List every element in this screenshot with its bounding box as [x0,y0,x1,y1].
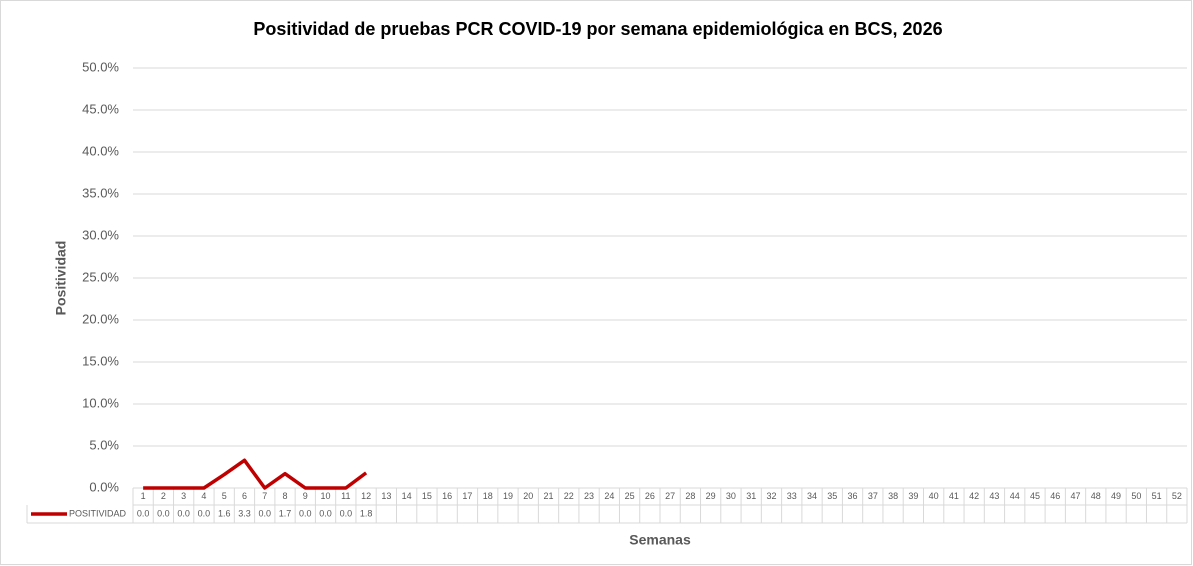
x-tick-label: 8 [283,491,288,501]
x-tick-label: 50 [1131,491,1141,501]
x-tick-label: 14 [402,491,412,501]
y-tick-label: 20.0% [82,311,119,326]
x-tick-label: 11 [341,491,350,501]
x-tick-label: 4 [201,491,206,501]
x-tick-label: 19 [503,491,513,501]
data-table-value: 1.7 [279,508,292,518]
data-table-value: 0.0 [340,508,353,518]
x-tick-label: 35 [827,491,837,501]
x-tick-label: 22 [564,491,574,501]
data-table-value: 0.0 [198,508,211,518]
x-tick-label: 6 [242,491,247,501]
x-axis-label: Semanas [629,532,691,548]
x-tick-label: 7 [262,491,267,501]
data-table-value: 0.0 [299,508,312,518]
x-tick-label: 33 [787,491,797,501]
x-tick-label: 37 [868,491,878,501]
x-tick-label: 38 [888,491,898,501]
x-tick-label: 44 [1010,491,1020,501]
x-tick-label: 43 [989,491,999,501]
x-tick-label: 18 [483,491,493,501]
data-table-value: 1.6 [218,508,231,518]
y-tick-label: 10.0% [82,395,119,410]
x-tick-label: 41 [949,491,959,501]
x-tick-label: 39 [908,491,918,501]
x-tick-label: 25 [625,491,635,501]
y-tick-label: 0.0% [89,479,119,494]
data-table-value: 0.0 [177,508,190,518]
y-tick-label: 5.0% [89,437,119,452]
x-tick-label: 30 [726,491,736,501]
x-tick-label: 21 [544,491,554,501]
x-tick-label: 28 [685,491,695,501]
x-tick-label: 24 [604,491,614,501]
y-tick-label: 30.0% [82,227,119,242]
x-tick-label: 48 [1091,491,1101,501]
data-table-value: 0.0 [319,508,332,518]
x-tick-label: 29 [706,491,716,501]
y-axis-label: Positividad [53,241,69,316]
data-table-value: 3.3 [238,508,251,518]
x-tick-label: 51 [1152,491,1162,501]
x-tick-label: 2 [161,491,166,501]
chart-title: Positividad de pruebas PCR COVID-19 por … [253,19,942,39]
x-tick-label: 13 [381,491,391,501]
x-tick-label: 1 [141,491,146,501]
x-tick-label: 27 [665,491,675,501]
x-tick-label: 17 [462,491,472,501]
y-tick-label: 40.0% [82,143,119,158]
x-tick-label: 47 [1071,491,1081,501]
series-line [143,458,368,490]
data-table-value: 0.0 [137,508,150,518]
y-tick-label: 50.0% [82,59,119,74]
data-table-value: 1.8 [360,508,373,518]
x-tick-label: 31 [746,491,756,501]
x-tick-label: 10 [321,491,331,501]
x-tick-label: 20 [523,491,533,501]
x-tick-label: 3 [181,491,186,501]
x-tick-label: 32 [766,491,776,501]
x-tick-label: 34 [807,491,817,501]
x-tick-label: 49 [1111,491,1121,501]
x-tick-label: 15 [422,491,432,501]
y-tick-label: 25.0% [82,269,119,284]
x-tick-label: 16 [442,491,452,501]
x-tick-label: 36 [848,491,858,501]
x-tick-label: 40 [929,491,939,501]
x-tick-label: 12 [361,491,371,501]
legend-label: POSITIVIDAD [69,508,127,518]
y-tick-label: 35.0% [82,185,119,200]
y-tick-label: 45.0% [82,101,119,116]
x-tick-label: 26 [645,491,655,501]
y-tick-label: 15.0% [82,353,119,368]
x-tick-label: 9 [303,491,308,501]
x-tick-label: 42 [969,491,979,501]
x-tick-label: 5 [222,491,227,501]
x-tick-label: 52 [1172,491,1182,501]
x-tick-label: 23 [584,491,594,501]
x-tick-label: 45 [1030,491,1040,501]
data-table-value: 0.0 [157,508,170,518]
x-tick-label: 46 [1050,491,1060,501]
data-table-value: 0.0 [258,508,271,518]
